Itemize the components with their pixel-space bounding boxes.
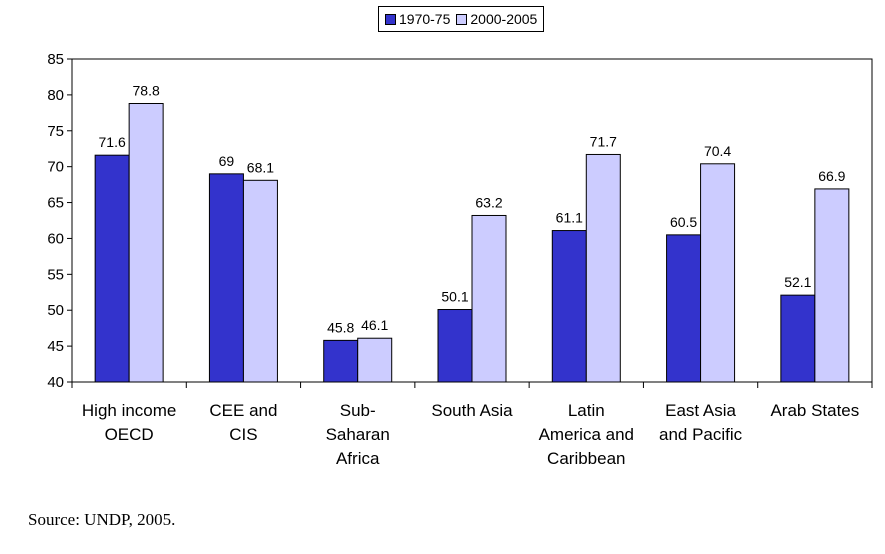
bar-series-2-cat-2: [242, 179, 278, 383]
x-tick-label-2-line-1: CEE and: [209, 401, 277, 420]
y-tick-label-45: 45: [47, 338, 64, 355]
bar-series-1-cat-1: [94, 154, 130, 383]
x-tick-label-5-line-1: Latin: [568, 401, 605, 420]
bar-series-2-cat-5: [585, 153, 621, 383]
x-tick-label-7-line-1: Arab States: [770, 401, 859, 420]
bar-series-1-cat-6: [666, 234, 702, 383]
data-label-series-1-cat-6: 60.5: [670, 214, 697, 230]
data-label-series-2-cat-4: 63.2: [475, 194, 502, 210]
y-tick-label-55: 55: [47, 266, 64, 283]
x-tick-label-5-line-2: America and: [539, 425, 634, 444]
data-label-series-1-cat-3: 45.8: [327, 319, 354, 335]
bar-series-1-cat-4: [437, 309, 473, 383]
bar-series-2-cat-7: [814, 188, 850, 383]
y-tick-label-65: 65: [47, 195, 64, 212]
x-tick-label-3-line-2: Saharan: [326, 425, 390, 444]
y-tick-label-60: 60: [47, 230, 64, 247]
data-label-series-2-cat-5: 71.7: [590, 133, 617, 149]
y-tick-label-50: 50: [47, 302, 64, 319]
y-tick-label-40: 40: [47, 374, 64, 391]
legend-item-series-2: 2000-2005: [456, 11, 537, 27]
bar-chart: 40 45 50 55 60 65 70 75 80 85 71.6 78.8 High income O…: [47, 51, 873, 468]
y-tick-label-80: 80: [47, 87, 64, 104]
bar-series-1-cat-7: [780, 294, 816, 383]
legend-swatch-series-1: [385, 13, 396, 25]
bar-series-2-cat-1: [128, 103, 164, 383]
legend-item-series-1: 1970-75: [385, 11, 450, 27]
data-label-series-1-cat-7: 52.1: [784, 274, 811, 290]
y-tick-label-70: 70: [47, 159, 64, 176]
data-label-series-1-cat-4: 50.1: [441, 289, 468, 305]
x-tick-label-5-line-3: Caribbean: [547, 449, 625, 468]
x-tick-label-6-line-2: and Pacific: [659, 425, 743, 444]
data-label-series-2-cat-2: 68.1: [247, 159, 274, 175]
data-label-series-1-cat-5: 61.1: [556, 210, 583, 226]
bar-series-2-cat-3: [357, 337, 393, 383]
y-tick-label-85: 85: [47, 51, 64, 68]
bar-series-1-cat-3: [323, 339, 359, 383]
x-tick-label-1-line-1: High income: [82, 401, 177, 420]
data-label-series-2-cat-1: 78.8: [133, 83, 160, 99]
x-tick-label-1-line-2: OECD: [105, 425, 154, 444]
chart-legend: 1970-75 2000-2005: [378, 6, 545, 32]
legend-swatch-series-2: [456, 13, 468, 25]
x-tick-label-2-line-2: CIS: [229, 425, 257, 444]
bar-series-1-cat-5: [551, 230, 587, 383]
bar-series-1-cat-2: [208, 173, 244, 383]
legend-label-series-1: 1970-75: [399, 11, 451, 27]
data-label-series-1-cat-2: 69: [219, 153, 235, 169]
bar-series-2-cat-4: [471, 214, 507, 383]
bar-series-2-cat-6: [700, 163, 736, 383]
legend-label-series-2: 2000-2005: [470, 11, 538, 27]
data-label-series-2-cat-3: 46.1: [361, 317, 388, 333]
x-tick-label-3-line-1: Sub-: [340, 401, 376, 420]
x-tick-label-4-line-1: South Asia: [431, 401, 513, 420]
data-label-series-1-cat-1: 71.6: [99, 134, 126, 150]
x-tick-label-6-line-1: East Asia: [665, 401, 736, 420]
source-note: Source: UNDP, 2005.: [28, 510, 176, 529]
data-label-series-2-cat-6: 70.4: [704, 143, 731, 159]
data-label-series-2-cat-7: 66.9: [818, 168, 845, 184]
y-tick-label-75: 75: [47, 123, 64, 140]
x-tick-label-3-line-3: Africa: [336, 449, 380, 468]
